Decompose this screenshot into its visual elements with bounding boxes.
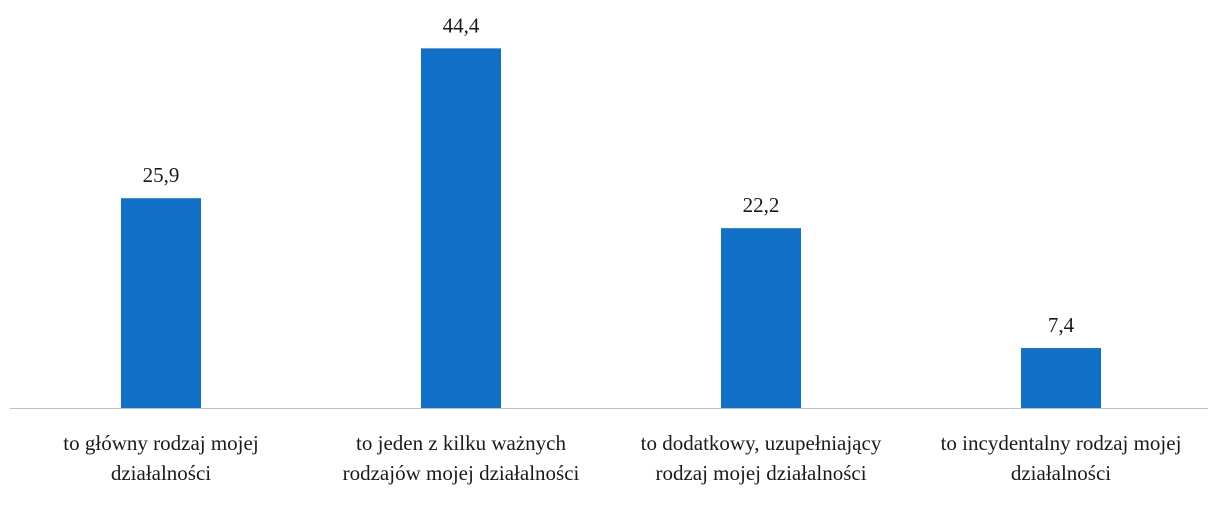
data-label: 7,4 bbox=[1048, 313, 1075, 337]
x-tick-label: to jeden z kilku ważnych rodzajów mojej … bbox=[342, 431, 580, 485]
bar bbox=[421, 48, 501, 409]
bar bbox=[1021, 348, 1101, 408]
bar bbox=[721, 228, 801, 408]
x-tick-label: to dodatkowy, uzupełniający rodzaj mojej… bbox=[640, 431, 882, 485]
data-label: 44,4 bbox=[443, 13, 480, 37]
x-tick-label: to główny rodzaj mojej działalności bbox=[63, 431, 259, 485]
bar bbox=[121, 198, 201, 408]
data-label: 25,9 bbox=[143, 163, 180, 187]
x-tick-label: to incydentalny rodzaj mojej działalnośc… bbox=[940, 431, 1182, 485]
data-label: 22,2 bbox=[743, 193, 780, 217]
